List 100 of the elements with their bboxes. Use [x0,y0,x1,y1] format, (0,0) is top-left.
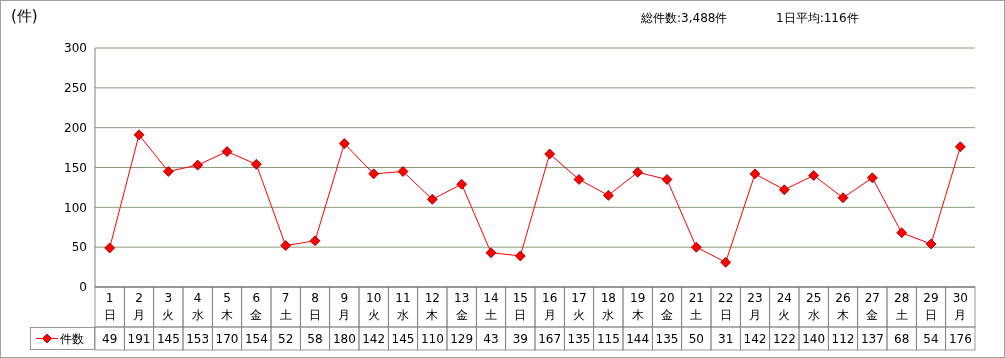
data-label: 43 [483,332,499,346]
data-label: 167 [538,332,562,346]
point [866,172,878,184]
data-label: 49 [102,332,118,346]
y-tick-label: 50 [71,240,87,255]
point [485,247,497,259]
y-tick-label: 300 [64,41,87,56]
x-tick-label: 16 月 [542,291,558,322]
data-label: 122 [772,332,796,346]
point [749,168,761,180]
data-label: 115 [596,332,620,346]
point [808,170,820,181]
data-label: 145 [156,332,180,346]
data-label: 142 [743,332,767,346]
data-label: 68 [894,332,910,346]
data-label: 137 [860,332,884,346]
point [162,166,174,177]
point [573,174,585,185]
data-label: 176 [948,332,972,346]
data-label: 110 [420,332,444,346]
x-tick-label: 8 日 [309,291,321,322]
point [661,174,673,185]
data-label: 52 [278,332,294,346]
y-tick-label: 250 [64,81,87,96]
text: 1日平均:116件 [776,10,859,27]
x-tick-label: 24 火 [776,291,792,322]
point [280,240,292,251]
point [954,141,966,153]
text: 総件数:3,488件 [641,10,728,27]
point [632,166,644,178]
data-label: 191 [127,332,151,346]
data-label: 144 [626,332,650,346]
point [104,242,116,254]
x-tick-label: 25 水 [806,291,822,322]
data-label: 145 [391,332,415,346]
x-tick-label: 26 木 [835,291,851,322]
y-tick-label: 100 [64,200,87,215]
x-tick-label: 30 月 [952,291,968,322]
x-tick-label: 2 月 [133,291,145,322]
data-label: 170 [215,332,239,346]
data-label: 129 [450,332,474,346]
data-label: 180 [332,332,356,346]
x-tick-label: 23 月 [747,291,763,322]
x-tick-label: 27 金 [864,291,880,322]
x-tick-label: 22 日 [718,291,734,322]
point [514,250,526,262]
point [778,184,790,196]
x-tick-label: 10 火 [366,291,382,322]
point [309,235,321,247]
point [133,129,145,141]
x-tick-label: 18 水 [600,291,616,322]
point [837,192,849,204]
point [456,178,468,190]
x-tick-label: 17 火 [571,291,587,322]
y-tick-label: 200 [64,120,87,135]
x-tick-label: 11 水 [395,291,411,322]
data-label: 135 [567,332,591,346]
data-label: 140 [802,332,826,346]
data-label: 112 [831,332,855,346]
y-tick-label: 0 [79,280,87,295]
point [368,168,380,180]
x-tick-label: 15 日 [512,291,528,322]
x-tick-label: 14 土 [483,291,499,322]
x-tick-label: 21 土 [688,291,704,322]
x-tick-label: 7 土 [279,291,292,322]
data-label: 58 [307,332,323,346]
point [690,241,702,253]
point [192,159,204,171]
x-tick-label: 1 日 [103,291,116,322]
y-tick-label: 150 [64,160,87,175]
data-label: 54 [923,332,939,346]
data-label: 50 [688,332,704,346]
data-label: 153 [186,332,210,346]
point [426,193,438,205]
data-label: 135 [655,332,679,346]
x-tick-label: 12 木 [424,291,440,322]
x-tick-label: 9 月 [338,291,351,322]
x-tick-label: 3 火 [162,291,175,322]
x-tick-label: 28 土 [894,291,910,322]
point [221,146,233,157]
legend-label: 件数 [60,332,84,346]
point [250,158,262,170]
x-tick-label: 19 木 [630,291,646,322]
point [602,189,614,201]
data-label: 154 [244,332,268,346]
x-tick-label: 5 木 [221,291,233,322]
x-tick-label: 20 金 [659,291,675,322]
data-label: 31 [718,332,734,346]
point [896,227,908,239]
point [720,256,732,268]
x-tick-label: 6 金 [250,291,263,322]
point [397,166,409,177]
point [544,148,556,160]
point [925,238,937,250]
data-label: 39 [512,332,528,346]
x-tick-label: 4 水 [191,291,204,322]
data-label: 142 [362,332,386,346]
x-tick-label: 29 日 [923,291,939,322]
x-tick-label: 13 金 [454,291,470,322]
y-axis-title: (件) [11,7,38,26]
